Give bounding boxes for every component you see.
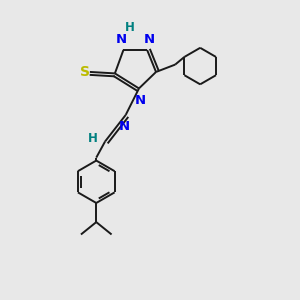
- Text: N: N: [119, 120, 130, 133]
- Text: N: N: [144, 33, 155, 46]
- Text: N: N: [135, 94, 146, 107]
- Text: H: H: [125, 21, 135, 34]
- Text: S: S: [80, 65, 90, 79]
- Text: N: N: [116, 33, 127, 46]
- Text: H: H: [88, 132, 98, 145]
